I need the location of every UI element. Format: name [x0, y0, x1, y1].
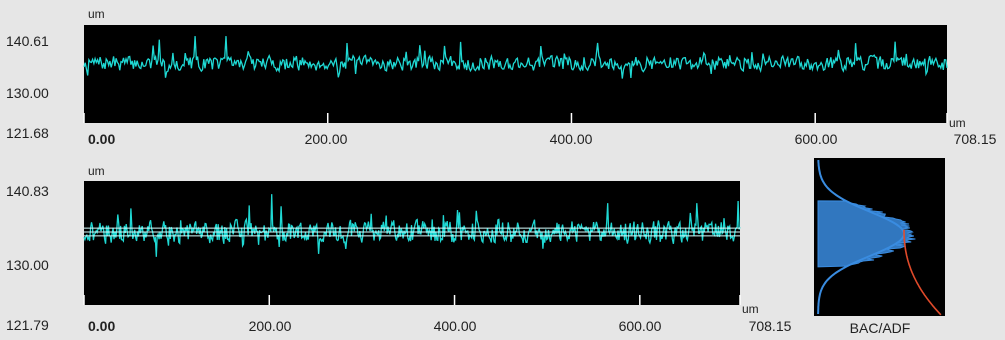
- x-ticks-top: [83, 113, 948, 123]
- y-unit-bottom: um: [88, 164, 105, 178]
- x-tick-label-top-600: 600.00: [795, 131, 838, 147]
- x-tick-label-top-200: 200.00: [305, 131, 348, 147]
- y-tick-label-bottom-max: 140.83: [6, 183, 49, 199]
- profile-chart-bottom: um 140.83 130.00 121.79 0.00 200.00 400.…: [6, 164, 792, 334]
- profile-chart-top: um 140.61 130.00 121.68 0.00 200.00 400.…: [6, 7, 997, 147]
- plot-area-bottom: [84, 181, 740, 305]
- y-unit-top: um: [88, 7, 105, 21]
- adf-histogram: [817, 200, 916, 268]
- x-unit-top: um: [949, 116, 966, 130]
- bac-curve: [903, 229, 942, 316]
- plot-area-top: [84, 25, 947, 123]
- y-tick-label-top-min: 121.68: [6, 125, 49, 141]
- x-tick-label-top-0: 0.00: [88, 131, 115, 147]
- y-tick-label-top-mid: 130.00: [6, 85, 49, 101]
- y-tick-label-top-max: 140.61: [6, 33, 49, 49]
- x-tick-label-top-400: 400.00: [550, 131, 593, 147]
- x-tick-label-bottom-400: 400.00: [434, 318, 477, 334]
- y-tick-label-bottom-mid: 130.00: [6, 257, 49, 273]
- y-tick-label-bottom-min: 121.79: [6, 317, 49, 333]
- bac-adf-label: BAC/ADF: [850, 320, 911, 336]
- profile-line-top: [83, 36, 948, 79]
- x-tick-label-bottom-end: 708.15: [749, 318, 792, 334]
- x-ticks-bottom: [83, 295, 741, 305]
- x-tick-label-top-end: 708.15: [954, 131, 997, 147]
- x-tick-label-bottom-200: 200.00: [249, 318, 292, 334]
- x-tick-label-bottom-0: 0.00: [88, 318, 115, 334]
- x-tick-label-bottom-600: 600.00: [619, 318, 662, 334]
- reference-lines-bottom: [84, 227, 740, 237]
- bac-adf-chart: BAC/ADF: [814, 158, 945, 336]
- x-unit-bottom: um: [742, 302, 759, 316]
